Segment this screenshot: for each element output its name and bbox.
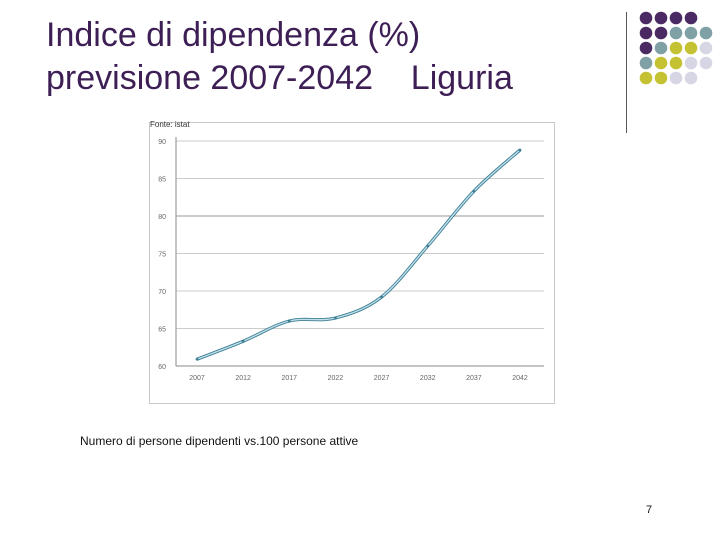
decorative-dot-grid bbox=[639, 11, 713, 85]
decor-dot-yellow bbox=[654, 71, 668, 85]
x-tick-label: 2012 bbox=[235, 375, 251, 382]
decor-dot-teal bbox=[654, 41, 668, 55]
decor-dot-purple bbox=[639, 11, 653, 25]
y-tick-label: 70 bbox=[158, 289, 166, 296]
decor-dot-lavender bbox=[699, 56, 713, 70]
decor-dot-purple bbox=[654, 11, 668, 25]
decor-dot-teal bbox=[639, 56, 653, 70]
y-tick-label: 80 bbox=[158, 214, 166, 221]
x-tick-label: 2017 bbox=[281, 375, 297, 382]
decor-dot-yellow bbox=[684, 41, 698, 55]
x-tick-label: 2042 bbox=[512, 375, 528, 382]
title-divider bbox=[626, 12, 627, 133]
data-point bbox=[518, 148, 522, 152]
series-line-outline bbox=[196, 148, 522, 361]
y-tick-label: 60 bbox=[158, 364, 166, 371]
decor-dot-purple bbox=[684, 11, 698, 25]
data-point bbox=[334, 316, 337, 320]
decor-dot-teal bbox=[669, 26, 683, 40]
decor-dot-yellow bbox=[669, 56, 683, 70]
data-point bbox=[426, 244, 430, 248]
x-tick-label: 2037 bbox=[466, 375, 482, 382]
data-point bbox=[380, 295, 383, 299]
y-tick-label: 65 bbox=[158, 327, 166, 334]
y-tick-label: 75 bbox=[158, 252, 166, 259]
y-tick-label: 85 bbox=[158, 177, 166, 184]
data-point bbox=[195, 357, 199, 361]
decor-dot-teal bbox=[684, 26, 698, 40]
decor-dot-purple bbox=[669, 11, 683, 25]
slide-title: Indice di dipendenza (%) previsione 2007… bbox=[46, 14, 626, 100]
chart-caption: Numero di persone dipendenti vs.100 pers… bbox=[80, 434, 359, 448]
decor-dot-lavender bbox=[699, 41, 713, 55]
decor-dot-lavender bbox=[684, 56, 698, 70]
decor-dot-purple bbox=[639, 41, 653, 55]
page-number: 7 bbox=[646, 504, 653, 516]
title-line-1: Indice di dipendenza (%) bbox=[46, 16, 421, 54]
decor-dot-purple bbox=[654, 26, 668, 40]
data-point bbox=[241, 339, 245, 343]
x-tick-label: 2007 bbox=[189, 375, 205, 382]
chart-source: Fonte: istat bbox=[150, 120, 190, 129]
decor-dot-purple bbox=[639, 26, 653, 40]
decor-dot-yellow bbox=[654, 56, 668, 70]
decor-dot-teal bbox=[699, 26, 713, 40]
data-point bbox=[472, 189, 476, 193]
x-tick-label: 2032 bbox=[420, 375, 436, 382]
title-line-2: previsione 2007-2042 Liguria bbox=[46, 59, 513, 97]
y-tick-label: 90 bbox=[158, 139, 166, 146]
data-point bbox=[287, 319, 291, 323]
x-tick-label: 2022 bbox=[328, 375, 344, 382]
decor-dot-lavender bbox=[669, 71, 683, 85]
decor-dot-lavender bbox=[684, 71, 698, 85]
decor-dot-yellow bbox=[639, 71, 653, 85]
chart-panel: 60 65 70 75 80 85 90 2007 2012 2017 2022 2027 2032 20… bbox=[149, 122, 555, 404]
series-line bbox=[196, 149, 521, 360]
line-chart: 60 65 70 75 80 85 90 2007 2012 2017 2022 2027 2032 20… bbox=[158, 137, 544, 382]
x-tick-label: 2027 bbox=[374, 375, 390, 382]
decor-dot-yellow bbox=[669, 41, 683, 55]
